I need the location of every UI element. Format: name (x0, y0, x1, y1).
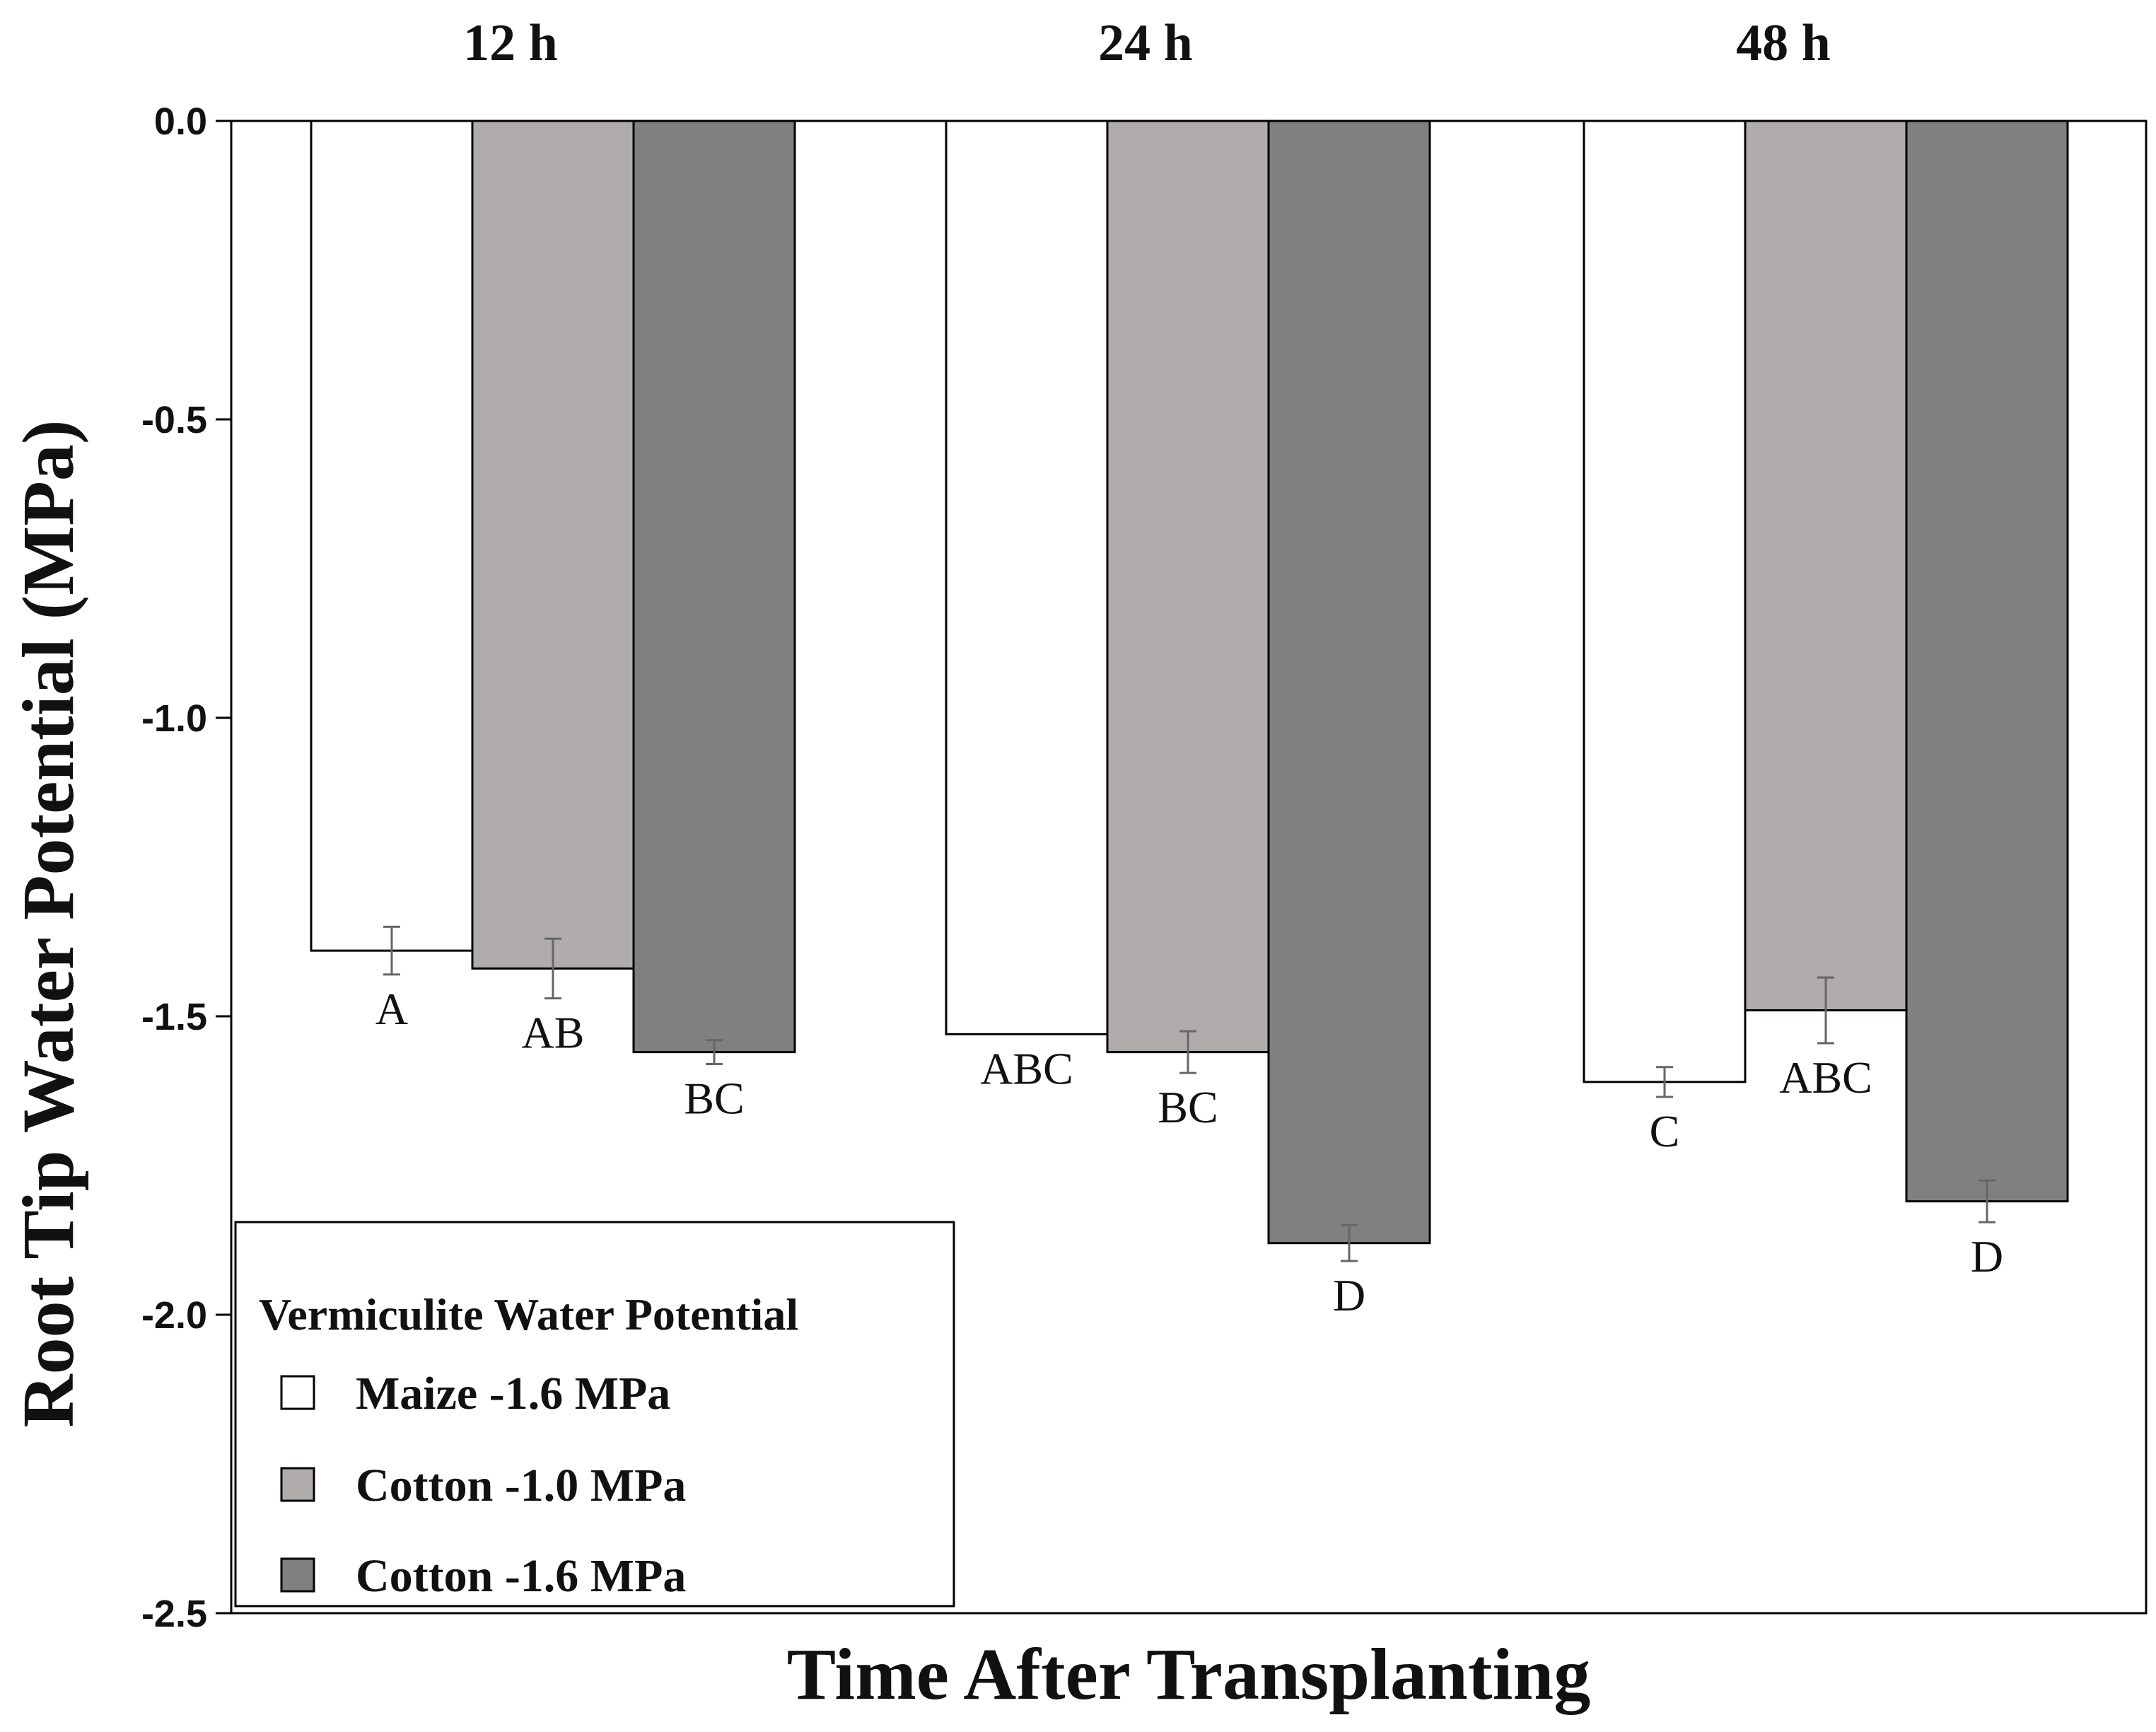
y-axis-title: Root Tip Water Potential (MPa) (8, 419, 89, 1427)
bar (1744, 120, 1908, 1012)
y-tick-label: 0.0 (154, 100, 207, 143)
significance-label: C (1650, 1106, 1680, 1156)
significance-label: ABC (980, 1043, 1073, 1093)
legend-swatch (280, 1375, 315, 1410)
category-label: 24 h (1098, 14, 1193, 72)
y-tick-label: -2.0 (141, 1294, 207, 1337)
bar (310, 120, 474, 952)
legend-swatch (280, 1557, 315, 1593)
axis-layer: 0.0 -0.5 -1.0 -1.5 -2.0 -2.5 Root Tip Water Po… (8, 14, 2148, 1715)
y-tick-label: -0.5 (141, 399, 207, 441)
bar (632, 120, 796, 1054)
bar (945, 120, 1109, 1035)
significance-label: A (375, 984, 408, 1034)
bar (1106, 120, 1270, 1054)
y-tick-label: -2.5 (141, 1593, 207, 1635)
bar (1583, 120, 1747, 1083)
significance-label: BC (1158, 1082, 1218, 1132)
category-label: 12 h (463, 14, 558, 72)
significance-label: AB (522, 1008, 585, 1058)
x-axis-title: Time After Transplanting (787, 1634, 1590, 1715)
legend: Vermiculite Water Potential Maize -1.6 MP… (234, 1221, 955, 1608)
category-label: 48 h (1736, 14, 1831, 72)
legend-swatch (280, 1467, 315, 1502)
significance-label: ABC (1779, 1052, 1872, 1103)
legend-box (234, 1221, 955, 1608)
legend-entry-label: Cotton -1.6 MPa (356, 1550, 686, 1602)
bars-layer: A AB BC ABC BC D C ABC D (310, 120, 2069, 1320)
bar (471, 120, 635, 970)
bar (1905, 120, 2069, 1203)
significance-label: D (1333, 1270, 1365, 1320)
significance-label: D (1971, 1231, 2003, 1281)
legend-title: Vermiculite Water Potential (259, 1289, 798, 1339)
legend-entry-label: Cotton -1.0 MPa (356, 1460, 686, 1511)
bar (1267, 120, 1431, 1245)
legend-entry-label: Maize -1.6 MPa (356, 1368, 670, 1419)
y-tick-label: -1.0 (141, 697, 207, 740)
significance-label: BC (684, 1074, 744, 1124)
y-tick-label: -1.5 (141, 996, 207, 1038)
